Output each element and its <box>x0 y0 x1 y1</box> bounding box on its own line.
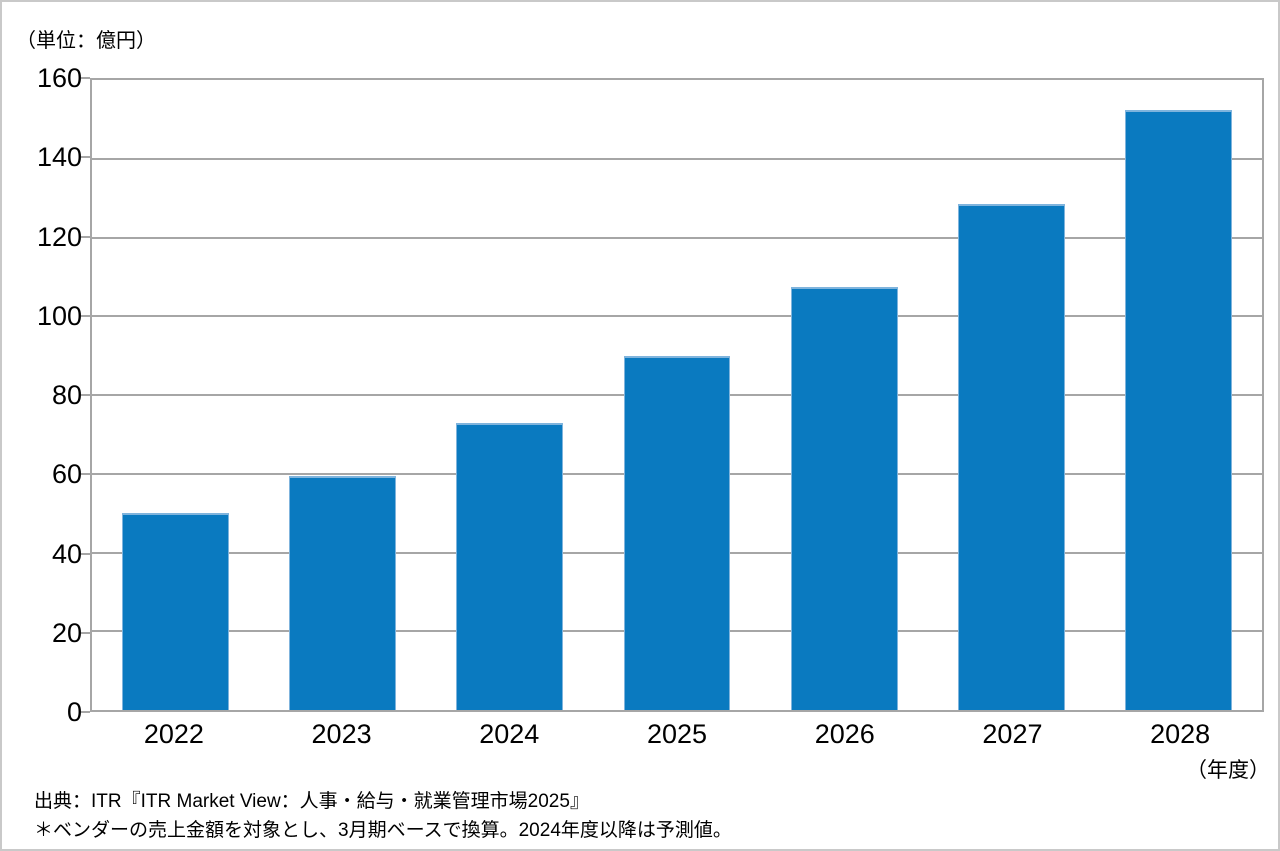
bar-2022 <box>122 513 230 710</box>
y-tick-label-140: 140 <box>36 142 82 173</box>
y-tick-label-20: 20 <box>51 617 82 648</box>
bar-slot-2022 <box>92 80 259 710</box>
x-tick-label-2024: 2024 <box>479 719 540 749</box>
y-tick-label-60: 60 <box>51 459 82 490</box>
y-tick-label-80: 80 <box>51 380 82 410</box>
y-tick-label-40: 40 <box>51 538 82 569</box>
y-tick-mark-40 <box>81 552 90 555</box>
bar-slot-2027 <box>928 80 1095 710</box>
x-tick-label-2022: 2022 <box>143 719 204 749</box>
y-tick-mark-100 <box>81 314 90 317</box>
x-axis-unit-label: （年度） <box>1186 759 1270 782</box>
x-tick-label-2027: 2027 <box>982 719 1043 749</box>
x-tick-label-2023: 2023 <box>311 719 372 749</box>
y-axis-unit-label: （単位：億円） <box>16 30 156 52</box>
plot-area <box>90 78 1264 712</box>
source-note: 出典：ITR『ITR Market View：人事・給与・就業管理市場2025』… <box>34 787 732 845</box>
bar-slot-2025 <box>593 80 760 710</box>
bar-series <box>92 80 1262 710</box>
y-tick-mark-0 <box>81 711 90 713</box>
x-axis-labels: 2022 2023 2024 2025 2026 2027 2028 <box>90 718 1264 750</box>
x-tick-label-2025: 2025 <box>646 719 708 749</box>
bar-2027 <box>957 204 1065 710</box>
x-tick-label-2026: 2026 <box>814 719 875 749</box>
bar-2026 <box>790 286 898 710</box>
y-tick-label-120: 120 <box>36 221 82 252</box>
bar-2025 <box>623 355 731 710</box>
bar-2024 <box>456 422 564 710</box>
bar-2023 <box>289 475 397 710</box>
y-tick-label-100: 100 <box>36 300 82 331</box>
x-tick-label-2028: 2028 <box>1150 719 1211 749</box>
bar-slot-2026 <box>761 80 928 710</box>
source-line-2: ＊ベンダーの売上金額を対象とし、3月期ベースで換算。2024年度以降は予測値。 <box>34 820 732 841</box>
bar-slot-2028 <box>1095 80 1262 710</box>
y-tick-mark-60 <box>81 473 90 476</box>
bar-2028 <box>1124 109 1232 710</box>
y-tick-label-160: 160 <box>36 63 82 93</box>
y-tick-mark-120 <box>81 235 90 238</box>
bar-slot-2024 <box>426 80 593 710</box>
y-tick-mark-20 <box>81 631 90 634</box>
bar-slot-2023 <box>259 80 426 710</box>
y-tick-label-0: 0 <box>66 697 82 727</box>
y-tick-mark-80 <box>81 394 90 396</box>
y-tick-mark-160 <box>81 77 90 79</box>
source-line-1: 出典：ITR『ITR Market View：人事・給与・就業管理市場2025』 <box>34 791 589 812</box>
y-tick-mark-140 <box>81 156 90 159</box>
